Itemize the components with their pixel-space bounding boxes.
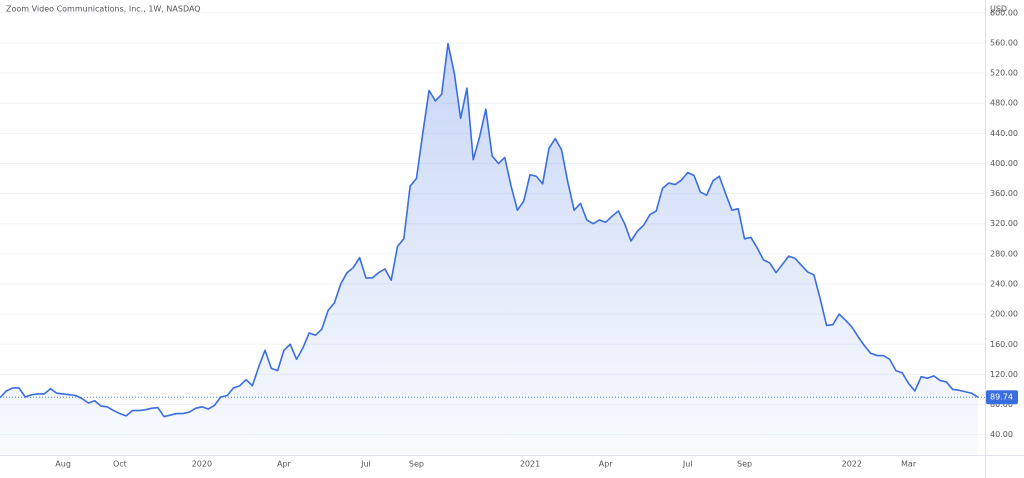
y-tick-label: 560.00 [990,38,1018,47]
y-tick-label: 320.00 [990,219,1018,228]
y-tick-label: 240.00 [990,279,1018,288]
x-tick-label: Sep [737,460,752,469]
y-tick-label: 280.00 [990,249,1018,258]
y-tick-label: 400.00 [990,159,1018,168]
x-tick-label: Mar [901,460,917,469]
y-tick-label: 80.00 [990,400,1013,409]
y-tick-label: 160.00 [990,340,1018,349]
y-tick-label: 440.00 [990,129,1018,138]
y-tick-label: 120.00 [990,370,1018,379]
y-tick-label: 520.00 [990,69,1018,78]
x-tick-label: 2021 [520,460,540,469]
x-tick-label: Jul [682,460,693,469]
area-fill [0,43,978,455]
x-tick-label: Jul [360,460,371,469]
x-tick-label: Aug [55,460,71,469]
y-axis-label: USD [990,5,1007,14]
x-tick-label: Apr [599,460,614,469]
last-price-tag [986,390,1018,405]
x-tick-label: Sep [409,460,424,469]
y-tick-label: 40.00 [990,430,1013,439]
x-tick-label: 2020 [192,460,212,469]
y-tick-label: 480.00 [990,99,1018,108]
y-tick-label: 360.00 [990,189,1018,198]
last-price-label: 89.74 [990,393,1013,402]
x-tick-label: Oct [113,460,127,469]
chart-title: Zoom Video Communications, Inc., 1W, NAS… [6,5,201,14]
price-line [0,42,979,418]
x-tick-label: Apr [277,460,292,469]
x-tick-label: 2022 [842,460,862,469]
y-tick-label: 600.00 [990,8,1018,17]
y-tick-label: 200.00 [990,310,1018,319]
